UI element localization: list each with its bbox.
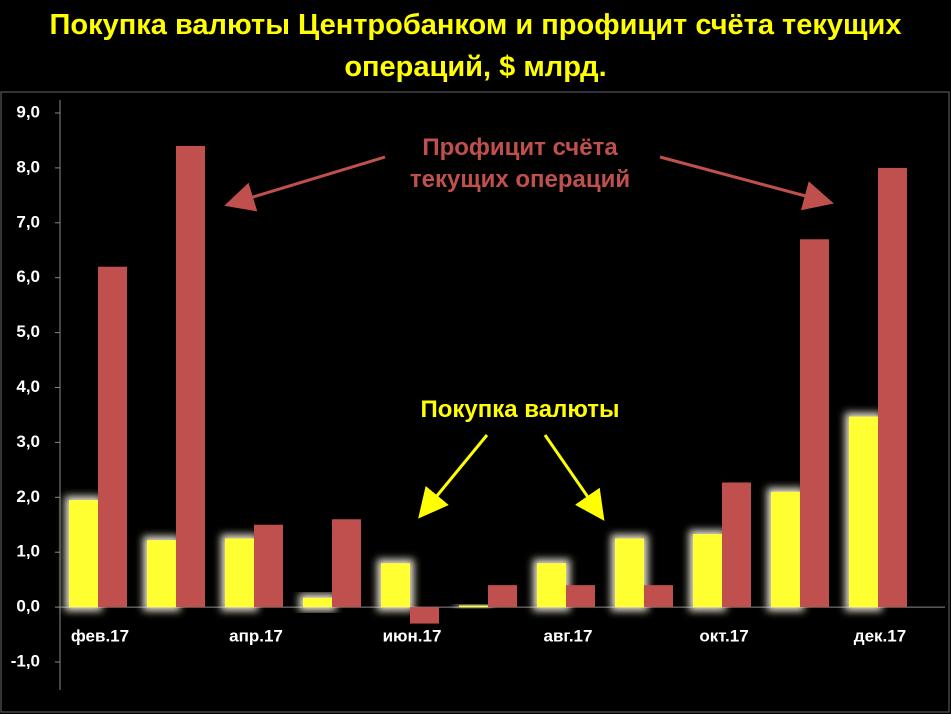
bar [849, 416, 878, 608]
y-tick-label: 8,0 [16, 157, 40, 176]
series-label: Покупка валюты [420, 396, 620, 423]
arrow [418, 434, 489, 519]
bar [69, 500, 98, 608]
bar [722, 482, 751, 608]
bar [98, 266, 127, 608]
y-tick-label: 6,0 [16, 267, 40, 286]
bar [332, 519, 361, 608]
bar [410, 607, 439, 624]
y-tick-label: 0,0 [16, 597, 40, 616]
bar [488, 585, 517, 608]
bar [693, 534, 722, 608]
y-tick-label: 1,0 [16, 542, 40, 561]
bar [800, 239, 829, 608]
chart-title: Покупка валюты Центробанком и профицит с… [49, 9, 902, 83]
arrow [543, 434, 605, 521]
bar [566, 585, 595, 608]
y-tick-label: 2,0 [16, 487, 40, 506]
y-tick-label: 4,0 [16, 377, 40, 396]
x-tick-label: фев.17 [71, 626, 129, 645]
y-tick-label: 3,0 [16, 432, 40, 451]
series-label: Профицит счёта текущих операций [409, 134, 631, 193]
x-tick-label: апр.17 [229, 626, 283, 645]
bar [176, 145, 205, 608]
x-tick-label: дек.17 [854, 626, 906, 645]
bar [459, 605, 488, 608]
bar [878, 167, 907, 608]
bar [615, 538, 644, 608]
y-tick-label: 5,0 [16, 322, 40, 341]
bar [537, 563, 566, 608]
arrow [659, 155, 834, 211]
bar [381, 563, 410, 608]
bar [303, 597, 332, 608]
x-tick-label: окт.17 [699, 626, 748, 645]
arrow [224, 155, 386, 212]
bar [225, 538, 254, 608]
bar [644, 585, 673, 608]
y-tick-label: 7,0 [16, 212, 40, 231]
bar [254, 524, 283, 608]
y-tick-label: -1,0 [11, 651, 40, 670]
bar [147, 540, 176, 608]
y-tick-label: 9,0 [16, 102, 40, 121]
plot-frame [0, 91, 950, 713]
x-tick-label: июн.17 [383, 626, 442, 645]
x-tick-label: авг.17 [544, 626, 593, 645]
bar [771, 491, 800, 608]
